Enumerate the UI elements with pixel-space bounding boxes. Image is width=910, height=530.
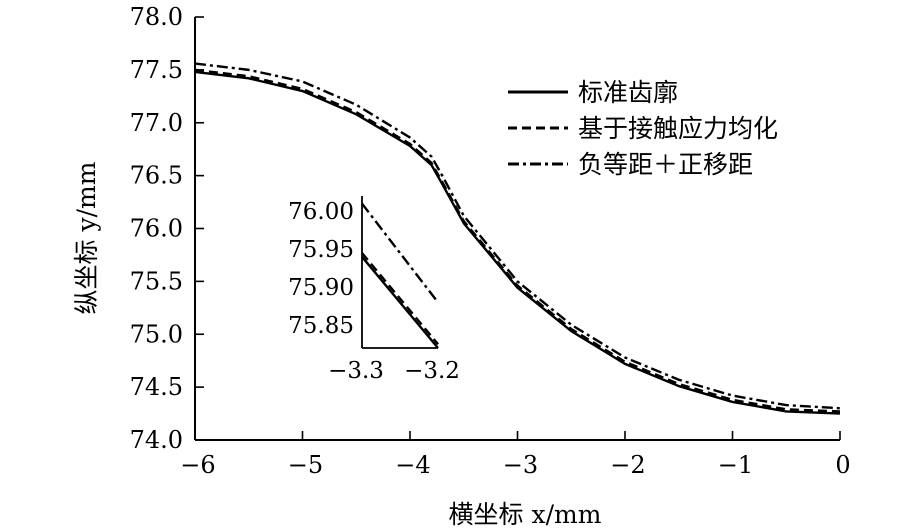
series-line-2 xyxy=(194,68,841,413)
inset-y-tick-label: 75.85 xyxy=(288,313,354,339)
y-tick-label: 75.0 xyxy=(130,320,183,348)
x-axis-label: 横坐标 x/mm xyxy=(449,500,602,529)
x-tick-label: −4 xyxy=(395,451,430,479)
y-axis-label: 纵坐标 y/mm xyxy=(72,161,101,314)
x-tick-label: −1 xyxy=(718,451,753,479)
x-tick-label: −2 xyxy=(610,451,645,479)
main-axes: 74.0 74.5 75.0 75.5 76.0 76.5 77.0 77.5 78.0 −6 −5… xyxy=(130,3,851,479)
y-tick-label: 77.5 xyxy=(130,56,183,84)
y-tick-label: 74.0 xyxy=(130,426,183,454)
y-tick-label: 74.5 xyxy=(130,373,183,401)
inset-series-line-3 xyxy=(361,202,439,304)
legend-label-3: 负等距＋正移距 xyxy=(578,150,753,179)
inset-y-tick-label: 76.00 xyxy=(288,199,354,225)
inset-series-line-1 xyxy=(361,256,439,349)
x-tick-label: −5 xyxy=(288,451,323,479)
inset-series-line-2 xyxy=(361,252,439,345)
legend-label-2: 基于接触应力均化 xyxy=(578,114,778,143)
y-tick-label: 78.0 xyxy=(130,3,183,31)
y-tick-label: 76.5 xyxy=(130,162,183,190)
inset-y-tick-label: 75.95 xyxy=(288,237,354,263)
x-tick-label: −6 xyxy=(180,451,215,479)
inset-y-tick-label: 75.90 xyxy=(288,275,354,301)
inset-x-tick-label: −3.3 xyxy=(328,358,384,384)
series-line-3 xyxy=(194,62,841,410)
main-series xyxy=(194,62,841,415)
inset-x-tick-label: −3.2 xyxy=(404,358,460,384)
inset-chart: 75.85 75.90 75.95 76.00 −3.3 −3.2 xyxy=(288,196,460,384)
x-tick-label: 0 xyxy=(835,451,850,479)
legend-label-1: 标准齿廓 xyxy=(578,78,678,107)
x-tick-label: −3 xyxy=(503,451,538,479)
y-tick-label: 75.5 xyxy=(130,267,183,295)
series-line-1 xyxy=(194,70,841,415)
y-tick-label: 76.0 xyxy=(130,215,183,243)
y-tick-label: 77.0 xyxy=(130,109,183,137)
